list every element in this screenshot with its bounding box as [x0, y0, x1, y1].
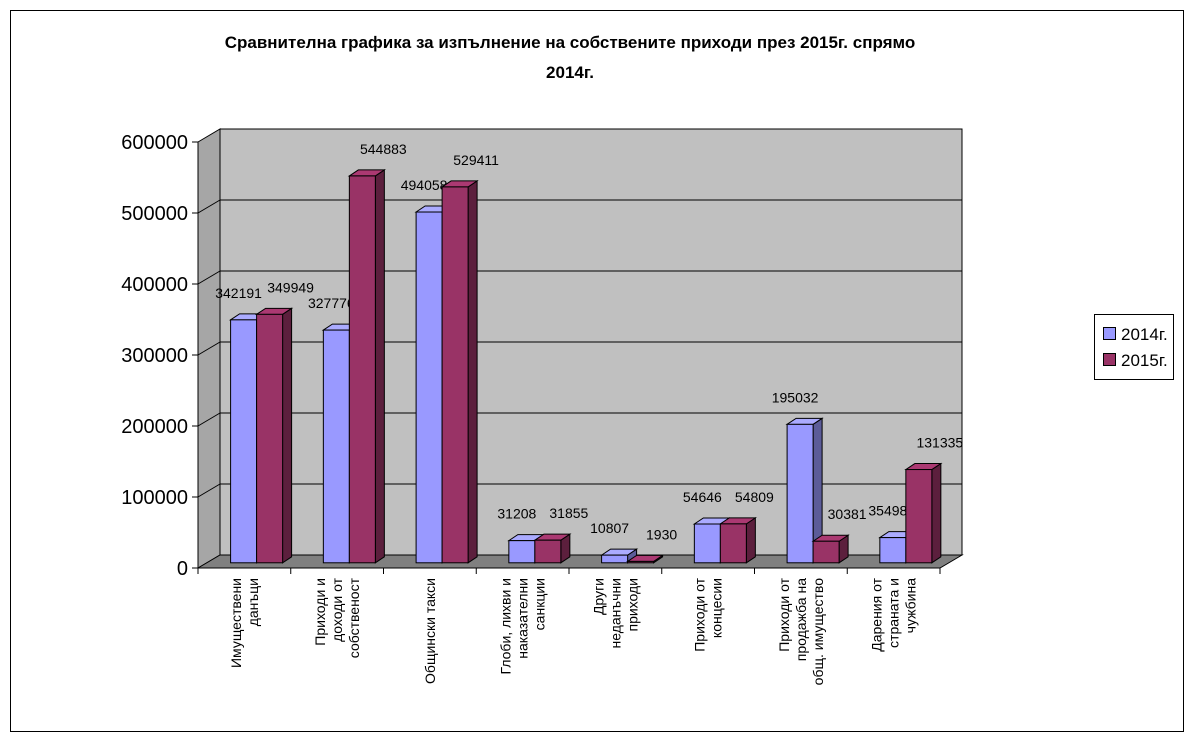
y-tick-label: 400000: [121, 274, 188, 296]
chart-title: Сравнителна графика за изпълнение на соб…: [70, 28, 1070, 88]
legend-swatch-2014: [1103, 327, 1116, 341]
bar-2014г.: [601, 554, 629, 564]
data-label: 327776: [308, 295, 355, 311]
bar-2015г.: [719, 523, 747, 564]
gridline-side: [197, 199, 221, 214]
bar-2014г.: [693, 523, 721, 564]
category-label-line: данъци: [245, 578, 261, 626]
data-label: 31855: [549, 505, 588, 521]
gridline-side: [197, 412, 221, 427]
category-label: Приходи от продажба на общ. имущество: [776, 577, 826, 685]
bar-side: [374, 168, 385, 564]
category-label-line: Имуществени: [228, 578, 244, 668]
category-label-line: страната и: [886, 578, 902, 648]
category-label-line: общ. имущество: [810, 578, 826, 686]
y-tick-label: 100000: [121, 487, 188, 509]
bar-2014г.: [786, 423, 814, 564]
bar-2015г.: [441, 186, 469, 564]
y-tick-label: 200000: [121, 416, 188, 438]
data-label: 30381: [828, 506, 867, 522]
data-label: 10807: [590, 520, 629, 536]
category-label-line: собственост: [346, 577, 362, 658]
gridline-side: [197, 270, 221, 285]
data-label: 349949: [267, 279, 314, 295]
bar-2015г.: [905, 469, 933, 564]
category-label-line: Глоби, лихви и: [498, 578, 514, 674]
category-label-line: Общински такси: [422, 578, 438, 684]
category-label-line: Дарения от: [869, 577, 885, 651]
bar-2015г.: [348, 175, 376, 564]
legend-label-2014: 2014г.: [1121, 325, 1168, 344]
category-label-line: Приходи от: [692, 577, 708, 651]
category-label-line: санкции: [532, 578, 548, 630]
data-label: 1930: [646, 526, 677, 542]
data-label: 544883: [360, 141, 407, 157]
category-label: Приходи от концесии: [692, 577, 725, 651]
data-label: 195032: [772, 389, 819, 405]
legend-item-2015: 2015г.: [1103, 351, 1168, 371]
bar-2015г.: [627, 560, 655, 564]
category-label-line: наказателни: [515, 578, 531, 659]
category-label-line: Приходи от: [776, 577, 792, 651]
bar-2014г.: [415, 211, 443, 564]
bar-2015г.: [812, 540, 840, 564]
bar-2014г.: [508, 540, 536, 564]
y-tick-label: 300000: [121, 345, 188, 367]
data-label: 54646: [683, 489, 722, 505]
category-label: Общински такси: [422, 578, 438, 684]
legend-swatch-2015: [1103, 353, 1116, 367]
category-label-line: Приходи и: [312, 578, 328, 646]
category-label: Приходи и доходи от собственост: [312, 577, 362, 658]
legend-item-2014: 2014г.: [1103, 325, 1168, 345]
category-label: Дарения от страната и чужбина: [869, 577, 919, 651]
legend: 2014г. 2015г.: [1094, 314, 1174, 380]
gridline-side: [197, 341, 221, 356]
data-label: 529411: [453, 152, 499, 168]
bar-side: [282, 307, 293, 564]
bar-side: [467, 179, 478, 564]
category-label-line: чужбина: [903, 578, 919, 634]
data-label: 54809: [735, 489, 774, 505]
category-label: Имуществени данъци: [228, 578, 261, 668]
y-tick-label: 600000: [121, 132, 188, 154]
bar-side: [745, 516, 756, 564]
category-label-line: продажба на: [793, 578, 809, 661]
data-label: 35498: [868, 503, 907, 519]
bar-2014г.: [322, 329, 350, 564]
bar-side: [931, 462, 942, 564]
data-label: 131335: [916, 435, 963, 451]
category-label-line: неданъчни: [607, 578, 623, 649]
category-label: Други неданъчни приходи: [590, 578, 640, 649]
y-tick-label: 500000: [121, 203, 188, 225]
chart-title-line-2: 2014г.: [546, 63, 594, 82]
gridline-side: [197, 483, 221, 498]
bar-2014г.: [879, 537, 907, 564]
category-label-line: приходи: [624, 578, 640, 632]
y-tick-label: 0: [177, 558, 188, 580]
category-label: Глоби, лихви и наказателни санкции: [498, 578, 548, 674]
category-label-line: Други: [590, 578, 606, 615]
data-label: 342191: [215, 285, 262, 301]
category-label-line: доходи от: [329, 577, 345, 641]
bar-2014г.: [230, 319, 258, 564]
data-label: 494058: [401, 177, 448, 193]
bar-2015г.: [256, 313, 284, 564]
data-label: 31208: [497, 506, 536, 522]
legend-label-2015: 2015г.: [1121, 351, 1168, 370]
chart-title-line-1: Сравнителна графика за изпълнение на соб…: [224, 33, 916, 52]
bar-2015г.: [534, 539, 562, 564]
category-label-line: концесии: [709, 578, 725, 638]
